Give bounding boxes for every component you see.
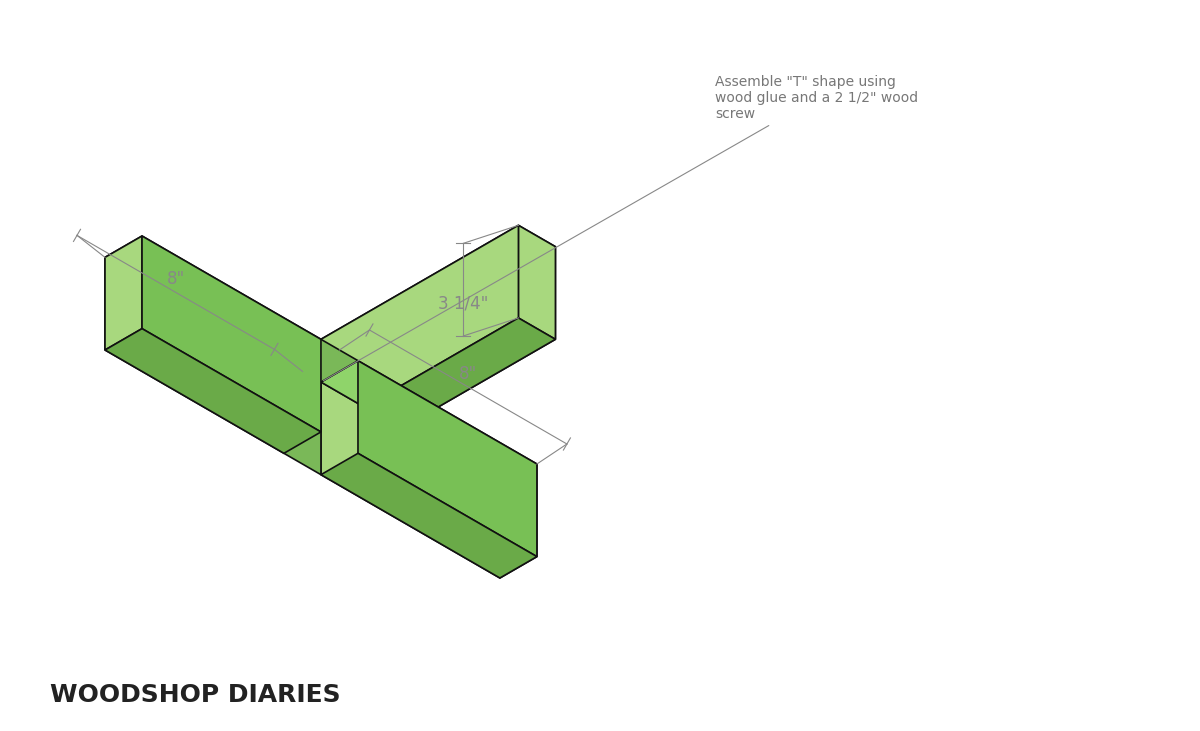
- Polygon shape: [358, 360, 536, 556]
- Polygon shape: [320, 453, 536, 578]
- Polygon shape: [320, 360, 536, 485]
- Text: 3 1/4": 3 1/4": [438, 295, 488, 313]
- Polygon shape: [284, 339, 358, 382]
- Text: 8": 8": [460, 365, 478, 383]
- Polygon shape: [358, 246, 556, 453]
- Polygon shape: [284, 360, 320, 474]
- Text: Assemble "T" shape using
wood glue and a 2 1/2" wood
screw: Assemble "T" shape using wood glue and a…: [323, 75, 918, 381]
- Polygon shape: [106, 257, 284, 453]
- Polygon shape: [320, 318, 556, 453]
- Polygon shape: [500, 464, 536, 578]
- Polygon shape: [106, 329, 320, 453]
- Polygon shape: [320, 225, 556, 360]
- Polygon shape: [106, 236, 320, 360]
- Polygon shape: [106, 236, 142, 350]
- Polygon shape: [320, 225, 518, 432]
- Text: WOODSHOP DIARIES: WOODSHOP DIARIES: [50, 683, 341, 707]
- Polygon shape: [142, 236, 320, 432]
- Polygon shape: [518, 225, 556, 339]
- Polygon shape: [320, 382, 500, 578]
- Text: 8": 8": [167, 270, 185, 288]
